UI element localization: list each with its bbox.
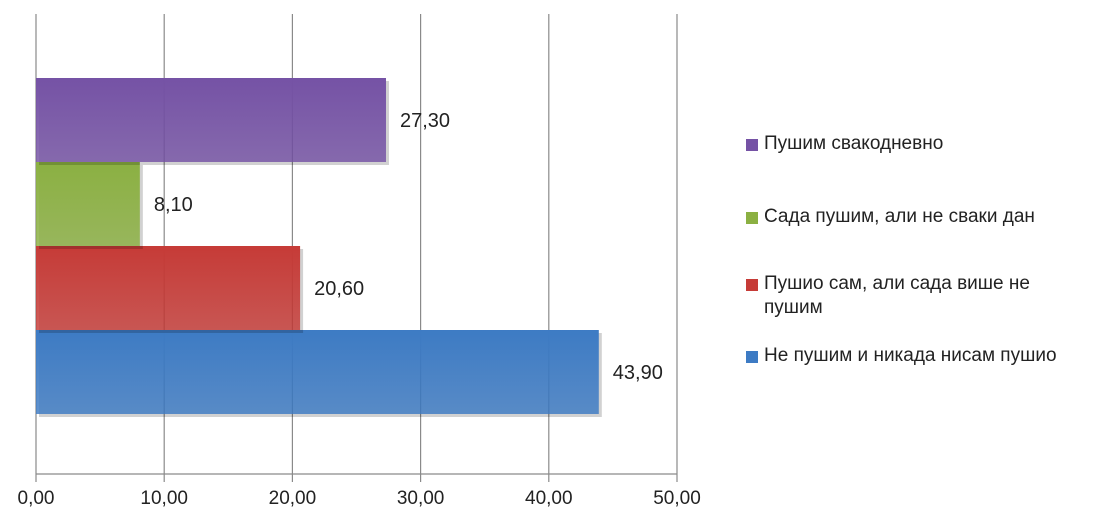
bar (36, 78, 386, 162)
legend-item-daily-smoker: Пушим свакодневно (746, 132, 1106, 156)
data-label: 43,90 (613, 362, 663, 384)
legend-swatch (746, 212, 758, 224)
legend-label: Сада пушим, али не сваки дан (764, 206, 1035, 227)
legend-label: Пушим свакодневно (764, 133, 944, 154)
x-tick-label: 50,00 (653, 488, 701, 509)
legend-item-former-smoker: Пушио сам, али сада више не пушим (746, 272, 1091, 320)
x-tick-label: 10,00 (140, 488, 188, 509)
legend-label: Не пушим и никада нисам пушио (764, 345, 1057, 366)
x-tick-label: 30,00 (397, 488, 445, 509)
legend-swatch (746, 279, 758, 291)
legend-swatch (746, 351, 758, 363)
chart-legend: Пушим свакодневно Сада пушим, али не сва… (746, 0, 1110, 517)
data-label: 8,10 (154, 194, 193, 216)
x-tick-label: 40,00 (525, 488, 573, 509)
bar-chart: 0,00 10,00 20,00 30,00 40,00 50,00 43,90 20,60 8… (18, 14, 701, 509)
data-label: 20,60 (314, 278, 364, 300)
x-tick-label: 20,00 (269, 488, 317, 509)
bar (36, 330, 599, 414)
data-label: 27,30 (400, 110, 450, 132)
legend-item-occasional-smoker: Сада пушим, али не сваки дан (746, 205, 1110, 229)
legend-item-never-smoked: Не пушим и никада нисам пушио (746, 344, 1076, 368)
legend-swatch (746, 139, 758, 151)
x-tick-label: 0,00 (18, 488, 55, 509)
bar (36, 162, 140, 246)
legend-label: Пушио сам, али сада више не пушим (764, 273, 1030, 318)
bar (36, 246, 301, 330)
